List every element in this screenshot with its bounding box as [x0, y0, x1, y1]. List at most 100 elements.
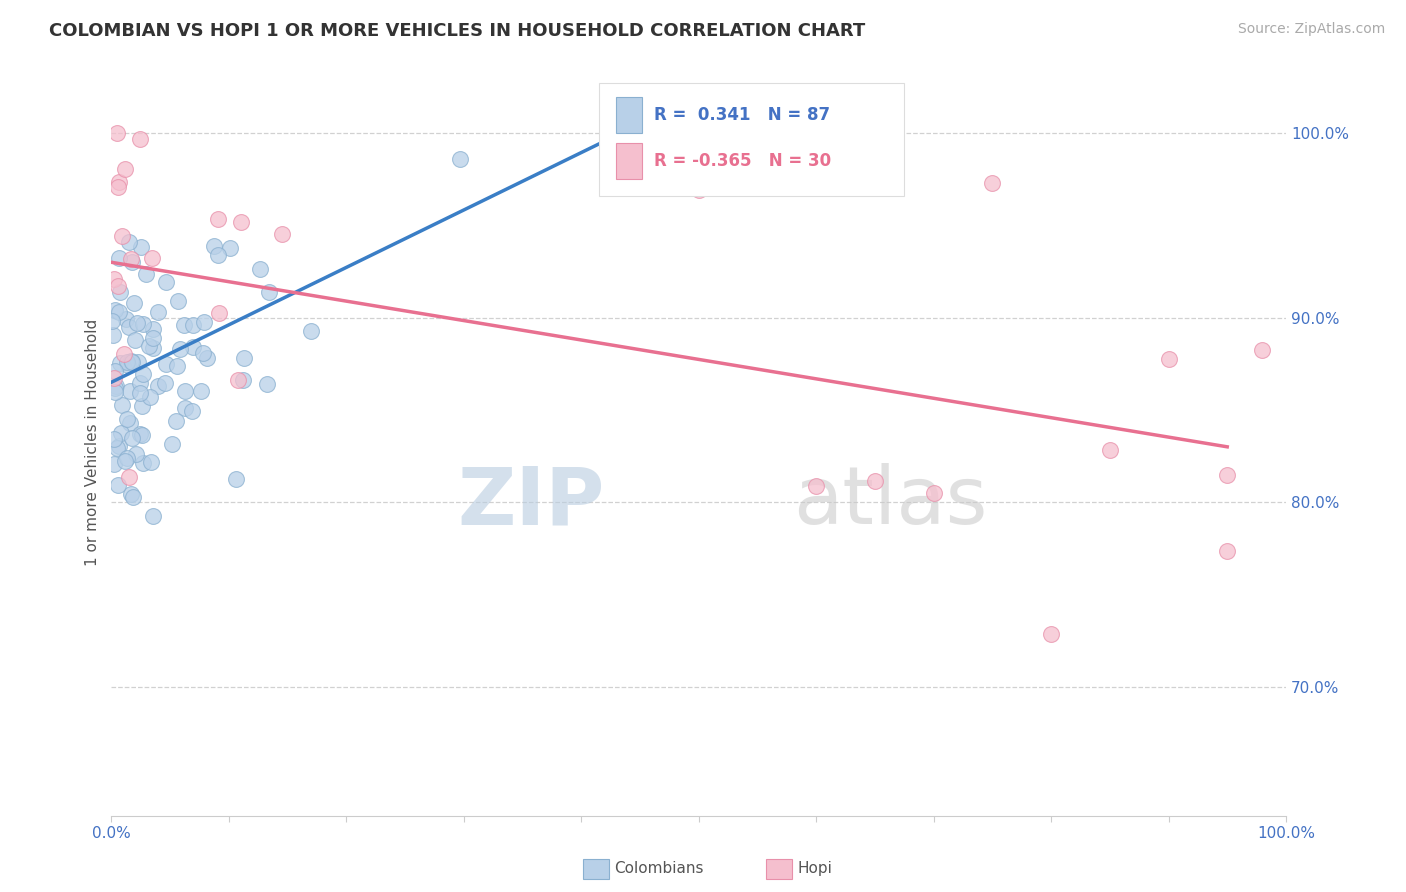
- Point: [148, 379, 170, 393]
- Point: [108, 356, 131, 370]
- Point: [155, 276, 177, 290]
- Point: [132, 368, 155, 382]
- Point: [142, 322, 165, 336]
- Point: [142, 509, 165, 524]
- Point: [108, 175, 131, 189]
- Point: [117, 412, 139, 426]
- Bar: [616, 97, 643, 133]
- Point: [169, 343, 191, 357]
- Point: [117, 359, 139, 373]
- Text: Colombians: Colombians: [614, 862, 704, 876]
- Point: [129, 386, 152, 401]
- Point: [173, 318, 195, 333]
- Point: [155, 358, 177, 372]
- Point: [121, 431, 143, 445]
- Point: [131, 400, 153, 414]
- Bar: [616, 144, 643, 179]
- Point: [105, 126, 128, 140]
- Point: [1040, 626, 1063, 640]
- Point: [111, 229, 134, 244]
- FancyBboxPatch shape: [599, 84, 904, 195]
- Text: R = -0.365   N = 30: R = -0.365 N = 30: [654, 153, 831, 170]
- Point: [121, 255, 143, 269]
- Text: Hopi: Hopi: [797, 862, 832, 876]
- Point: [193, 315, 215, 329]
- Point: [114, 162, 136, 177]
- Point: [229, 214, 252, 228]
- Point: [120, 354, 142, 368]
- Point: [120, 486, 142, 500]
- Point: [299, 324, 322, 338]
- Point: [124, 333, 146, 347]
- Point: [107, 477, 129, 491]
- Point: [105, 379, 128, 393]
- Point: [132, 318, 155, 332]
- Point: [108, 305, 131, 319]
- Point: [249, 261, 271, 276]
- Point: [1216, 544, 1239, 558]
- Point: [104, 381, 127, 395]
- Point: [118, 384, 141, 399]
- Point: [107, 279, 129, 293]
- Point: [135, 267, 157, 281]
- Point: [131, 456, 153, 470]
- Point: [270, 227, 292, 241]
- Point: [104, 385, 127, 400]
- Point: [181, 318, 204, 332]
- Point: [129, 427, 152, 442]
- Point: [207, 248, 229, 262]
- Point: [103, 302, 125, 317]
- Point: [224, 472, 246, 486]
- Point: [208, 306, 231, 320]
- Point: [138, 390, 160, 404]
- Point: [118, 416, 141, 430]
- Point: [191, 346, 214, 360]
- Point: [118, 470, 141, 484]
- Point: [153, 376, 176, 390]
- Y-axis label: 1 or more Vehicles in Household: 1 or more Vehicles in Household: [86, 318, 100, 566]
- Point: [110, 426, 132, 441]
- Point: [166, 359, 188, 373]
- Point: [688, 183, 710, 197]
- Point: [139, 455, 162, 469]
- Point: [195, 351, 218, 366]
- Point: [111, 398, 134, 412]
- Point: [233, 351, 256, 366]
- Point: [190, 384, 212, 399]
- Point: [226, 373, 249, 387]
- Point: [1157, 351, 1180, 366]
- Point: [183, 340, 205, 354]
- Point: [127, 355, 149, 369]
- Point: [257, 285, 280, 299]
- Point: [107, 179, 129, 194]
- Point: [449, 152, 471, 166]
- Point: [101, 314, 124, 328]
- Text: ZIP: ZIP: [457, 463, 605, 541]
- Point: [107, 251, 129, 265]
- Text: atlas: atlas: [793, 463, 987, 541]
- Point: [118, 319, 141, 334]
- Point: [103, 457, 125, 471]
- Point: [108, 439, 131, 453]
- Point: [108, 285, 131, 300]
- Point: [115, 311, 138, 326]
- Point: [103, 328, 125, 343]
- Point: [104, 364, 127, 378]
- Point: [142, 341, 165, 355]
- Point: [124, 296, 146, 310]
- Point: [117, 235, 139, 249]
- Point: [121, 490, 143, 504]
- Point: [115, 355, 138, 369]
- Point: [1216, 467, 1239, 482]
- Point: [129, 132, 152, 146]
- Point: [120, 252, 142, 266]
- Point: [127, 316, 149, 330]
- Text: R =  0.341   N = 87: R = 0.341 N = 87: [654, 106, 830, 124]
- Point: [129, 376, 152, 390]
- Point: [207, 212, 229, 227]
- Point: [162, 437, 184, 451]
- Point: [181, 404, 204, 418]
- Text: COLOMBIAN VS HOPI 1 OR MORE VEHICLES IN HOUSEHOLD CORRELATION CHART: COLOMBIAN VS HOPI 1 OR MORE VEHICLES IN …: [49, 22, 866, 40]
- Point: [256, 377, 278, 392]
- Point: [174, 384, 197, 398]
